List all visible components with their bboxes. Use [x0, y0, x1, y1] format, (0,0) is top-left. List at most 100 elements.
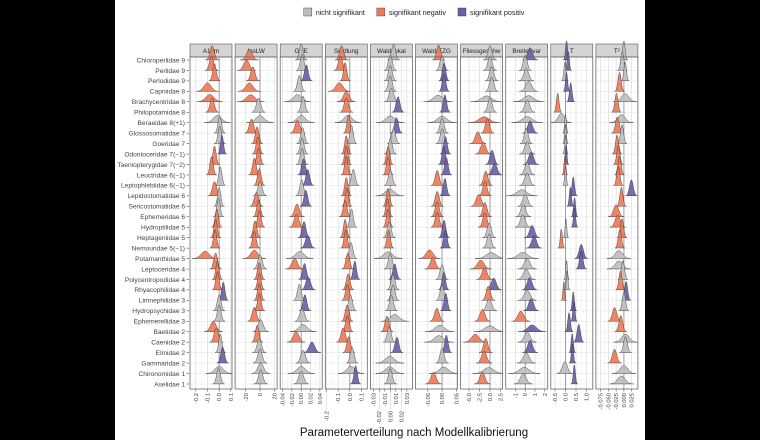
y-tick-label: Taeniopterygidae 7(−2) [117, 162, 185, 169]
ridge-ns [484, 66, 499, 82]
ridge-neg [479, 338, 493, 353]
ridge-pos [388, 263, 401, 280]
ridge-ns [297, 95, 310, 113]
ridge-neg [341, 135, 352, 155]
y-tick-label: Goeridae 7 [152, 141, 185, 148]
ridge-neg [289, 203, 305, 217]
ridge-neg [339, 200, 352, 217]
ridge-ns [517, 193, 534, 207]
ridge-ns [296, 127, 309, 144]
ridge-neg [614, 72, 625, 92]
ridge-neg [341, 177, 352, 196]
ridge-pos [563, 71, 570, 92]
x-tick-label: 2 [543, 393, 549, 396]
ridge-ns [518, 54, 532, 71]
facet-panel: A10m-0.2-0.10.00.1 [189, 43, 235, 403]
ridge-neg [206, 156, 217, 176]
facet-title: T² [614, 48, 620, 55]
ridge-pos [438, 63, 450, 81]
ridge-neg [425, 372, 442, 385]
ridge-neg [474, 371, 491, 385]
y-tick-label: Beraeidae 8(+1) [138, 120, 185, 127]
y-tick-label: Caenidae 2 [151, 339, 185, 346]
ridge-ns [296, 137, 309, 155]
ridge-ns [519, 162, 536, 176]
x-tick-label: -0.2 [194, 393, 200, 403]
facet-panel: Wald EZG-0.05 0.00 0.05 [415, 43, 460, 406]
ridge-ns [606, 250, 631, 259]
panel-border [505, 56, 549, 390]
ridge-neg [511, 310, 531, 322]
ridge-ns [253, 254, 267, 270]
ridge-pos [523, 152, 539, 165]
ridge-ns [562, 124, 569, 144]
y-tick-label: Limnephilidae 3 [139, 298, 186, 305]
ridge-neg [463, 334, 488, 343]
ridge-pos [217, 134, 227, 155]
x-tick-label: 0.00 [299, 393, 305, 404]
ridge-pos [486, 162, 503, 176]
x-tick-label: 20 [272, 393, 278, 399]
y-tick-label: Chironomidae 1 [138, 371, 185, 378]
x-tick-label: 1 [533, 393, 539, 396]
ridge-ns [563, 218, 569, 238]
ridge-neg [341, 145, 352, 165]
facet-panel: GVE-0.04-0.020.000.020.04 [279, 43, 324, 406]
panel-border [550, 56, 594, 390]
legend-swatch-neg [376, 7, 386, 17]
ridge-neg [430, 191, 444, 207]
x-tick-label: -2.5 [478, 393, 484, 403]
ridges [237, 49, 274, 385]
y-tick-label: Chloroperlidae 9 [137, 57, 186, 64]
ridge-neg [430, 170, 444, 186]
ridges [192, 45, 232, 385]
ridge-neg [469, 259, 492, 270]
y-tick-label: Odontoceridae 7(−1) [124, 151, 185, 158]
x-tick-label: 0.01 [394, 393, 400, 404]
ridge-ns [514, 214, 531, 228]
facet-title: Siedlung [334, 48, 359, 55]
x-tick-label: 1.0 [585, 393, 591, 401]
y-tick-label: Brachycentridae 8 [132, 99, 185, 106]
ridge-ns [519, 99, 536, 113]
x-tick-label: -5.0 [467, 393, 473, 403]
facet-panel: T² -0.075 -0.050 -0.025 0.000 0.025 [595, 40, 639, 409]
y-tick-label: Leuctridae 6(−1) [137, 172, 185, 179]
ridge-ns [618, 291, 629, 311]
y-tick-label: Capniidae 8 [150, 89, 186, 96]
panel-border [279, 56, 323, 390]
ridge-ns [294, 308, 310, 322]
y-tick-label: Gammaridae 2 [141, 360, 185, 367]
ridge-ns [289, 324, 317, 332]
ridge-neg [205, 97, 219, 113]
ridge-neg [476, 350, 493, 364]
ridge-ns [384, 75, 397, 92]
x-tick-label: 0.04 [318, 392, 324, 404]
ridge-neg [613, 145, 624, 165]
ridge-ns [556, 361, 573, 374]
x-tick-label: 0.0 [217, 393, 223, 401]
ridge-neg [212, 260, 223, 280]
ridge-pos [625, 179, 638, 196]
ridge-neg [615, 270, 626, 291]
ridge-ns [515, 204, 532, 217]
ridge-ns [508, 367, 540, 374]
ridges [551, 40, 589, 385]
ridge-ns [619, 336, 632, 353]
y-tick-label: Potamanthidae 5 [135, 256, 185, 263]
y-tick-label: Baetidae 2 [153, 329, 185, 336]
ridge-pos [568, 343, 576, 364]
ridge-ns [507, 252, 539, 259]
ridge-pos [526, 235, 542, 249]
ridge-neg [247, 307, 262, 322]
facet-title: T [570, 48, 574, 55]
ridge-ns [472, 367, 503, 374]
ridge-neg [614, 315, 627, 332]
x-tick-label: -0.5 [553, 393, 559, 403]
ridge-neg [561, 280, 567, 301]
x-tick-label: 0.0 [488, 393, 494, 401]
facet-panel: T -0.5 0.0 0.5 1.0 [550, 40, 594, 403]
ridge-pos [571, 207, 578, 228]
y-tick-label: Sericostomatidae 6 [129, 204, 186, 211]
y-tick-label: Hydroptilidae 5 [141, 225, 185, 232]
